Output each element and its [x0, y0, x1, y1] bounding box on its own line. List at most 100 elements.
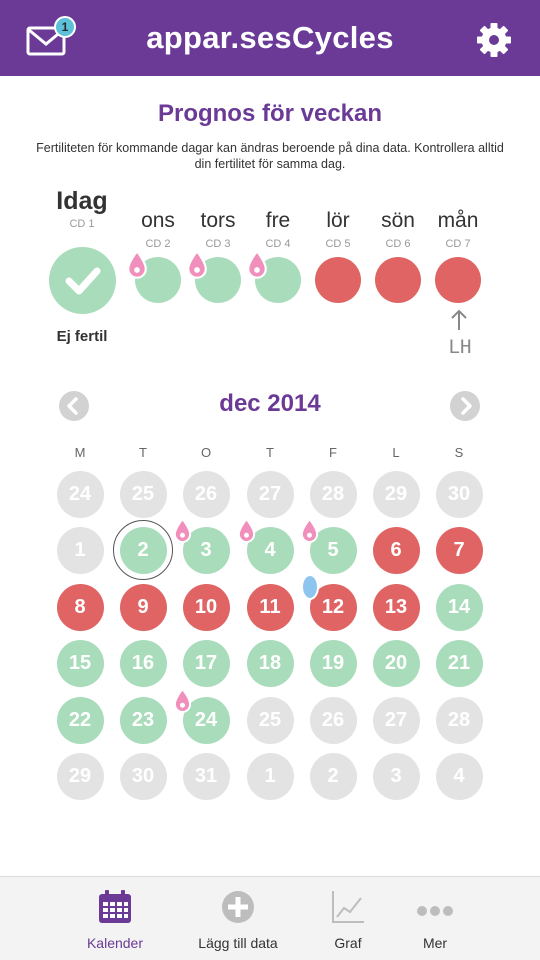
calendar-day[interactable]: 18 [246, 639, 294, 687]
previous-month-button[interactable] [59, 391, 89, 421]
forecast-description: Fertiliteten för kommande dagar kan ändr… [36, 141, 504, 171]
calendar-day[interactable]: 8 [56, 583, 104, 631]
calendar-day[interactable]: 31 [182, 752, 230, 800]
plus-circle-icon [222, 891, 254, 923]
forecast-day: tors CD 3 [188, 208, 248, 250]
forecast-day-name: Idag [56, 187, 108, 215]
calendar-day[interactable]: 25 [246, 696, 294, 744]
weekday-label: M [74, 445, 86, 460]
calendar-day[interactable]: 6 [372, 526, 420, 574]
fertility-drop-icon [173, 518, 192, 543]
calendar-day[interactable]: 27 [372, 696, 420, 744]
weekday-label: F [329, 445, 337, 460]
calendar-day[interactable]: 1 [56, 526, 104, 574]
calendar-icon [99, 890, 131, 923]
settings-button[interactable] [476, 22, 512, 58]
calendar-day[interactable]: 28 [435, 696, 483, 744]
forecast-day: ons CD 2 [128, 208, 188, 250]
tab-kalender-label: Kalender [86, 935, 144, 951]
month-label: dec 2014 [219, 390, 321, 417]
calendar-day[interactable]: 17 [182, 639, 230, 687]
today-fertility-status: Ej fertil [56, 328, 108, 345]
calendar-day[interactable]: 20 [372, 639, 420, 687]
fertility-drop-icon [127, 250, 147, 279]
weekday-label: S [454, 445, 464, 460]
weekday-label: T [266, 445, 274, 460]
calendar-day[interactable]: 26 [182, 470, 230, 518]
ovulation-marker-icon [301, 574, 319, 600]
forecast-cycle-day: CD 6 [385, 238, 411, 250]
fertility-drop-icon [173, 688, 192, 713]
arrow-up-icon [451, 309, 467, 330]
tab-add-data[interactable]: Lägg till data [178, 877, 298, 960]
forecast-title: Prognos för veckan [157, 100, 383, 127]
bottom-tab-bar: Kalender Lägg till data Graf Mer [0, 876, 540, 960]
calendar-day[interactable]: 26 [309, 696, 357, 744]
forecast-cycle-day: CD 3 [205, 238, 231, 250]
calendar-day[interactable]: 13 [372, 583, 420, 631]
forecast-cycle-day: CD 7 [445, 238, 471, 250]
calendar-day[interactable]: 19 [309, 639, 357, 687]
forecast-day-name: sön [381, 209, 415, 232]
forecast-status-circle [315, 257, 361, 303]
weekday-label: O [200, 445, 212, 460]
messages-button[interactable]: 1 [26, 16, 76, 58]
tab-graf[interactable]: Graf [288, 877, 408, 960]
calendar-day[interactable]: 27 [246, 470, 294, 518]
next-month-button[interactable] [450, 391, 480, 421]
calendar-day[interactable]: 22 [56, 696, 104, 744]
calendar-day[interactable]: 23 [119, 696, 167, 744]
unread-badge: 1 [54, 16, 76, 38]
today-ring [113, 520, 173, 580]
weekday-label: T [139, 445, 147, 460]
forecast-cycle-day: CD 2 [145, 238, 171, 250]
fertility-drop-icon [187, 250, 207, 279]
tab-graf-label: Graf [334, 935, 362, 951]
calendar-day[interactable]: 9 [119, 583, 167, 631]
graph-icon [332, 891, 364, 923]
forecast-day-today: Idag CD 1 [52, 188, 112, 230]
calendar-day[interactable]: 10 [182, 583, 230, 631]
weekday-label: L [392, 445, 400, 460]
forecast-day-name: mån [437, 209, 479, 232]
calendar-day[interactable]: 2 [309, 752, 357, 800]
fertility-drop-icon [237, 518, 256, 543]
tab-mer-label: Mer [422, 935, 448, 951]
calendar-day[interactable]: 29 [56, 752, 104, 800]
fertility-drop-icon [300, 518, 319, 543]
calendar-day[interactable]: 25 [119, 470, 167, 518]
calendar-day[interactable]: 4 [435, 752, 483, 800]
calendar-day[interactable]: 14 [435, 583, 483, 631]
calendar-day[interactable]: 16 [119, 639, 167, 687]
calendar-day[interactable]: 11 [246, 583, 294, 631]
forecast-status-circle [435, 257, 481, 303]
tab-kalender[interactable]: Kalender [55, 877, 175, 960]
today-status-circle [49, 247, 116, 314]
calendar-day[interactable]: 7 [435, 526, 483, 574]
calendar-day[interactable]: 30 [119, 752, 167, 800]
forecast-status-circle [375, 257, 421, 303]
calendar-day[interactable]: 24 [56, 470, 104, 518]
checkmark-icon [65, 267, 101, 295]
app-header: 1 appar.sesCycles [0, 0, 540, 76]
tab-add-data-label: Lägg till data [198, 935, 278, 951]
tab-mer[interactable]: Mer [375, 877, 495, 960]
gear-icon [477, 23, 511, 57]
forecast-cycle-day: CD 1 [69, 218, 95, 230]
lh-marker: LH [440, 308, 480, 362]
calendar-day[interactable]: 1 [246, 752, 294, 800]
forecast-cycle-day: CD 4 [265, 238, 291, 250]
forecast-cycle-day: CD 5 [325, 238, 351, 250]
calendar-day[interactable]: 21 [435, 639, 483, 687]
calendar-day[interactable]: 28 [309, 470, 357, 518]
lh-label: LH [448, 336, 472, 358]
calendar-day[interactable]: 29 [372, 470, 420, 518]
forecast-day-name: fre [265, 209, 291, 232]
calendar-day[interactable]: 15 [56, 639, 104, 687]
forecast-day-name: ons [141, 209, 175, 232]
chevron-left-icon [67, 397, 78, 415]
app-title: appar.sesCycles [146, 20, 394, 55]
forecast-day-name: lör [326, 209, 350, 232]
calendar-day[interactable]: 3 [372, 752, 420, 800]
calendar-day[interactable]: 30 [435, 470, 483, 518]
